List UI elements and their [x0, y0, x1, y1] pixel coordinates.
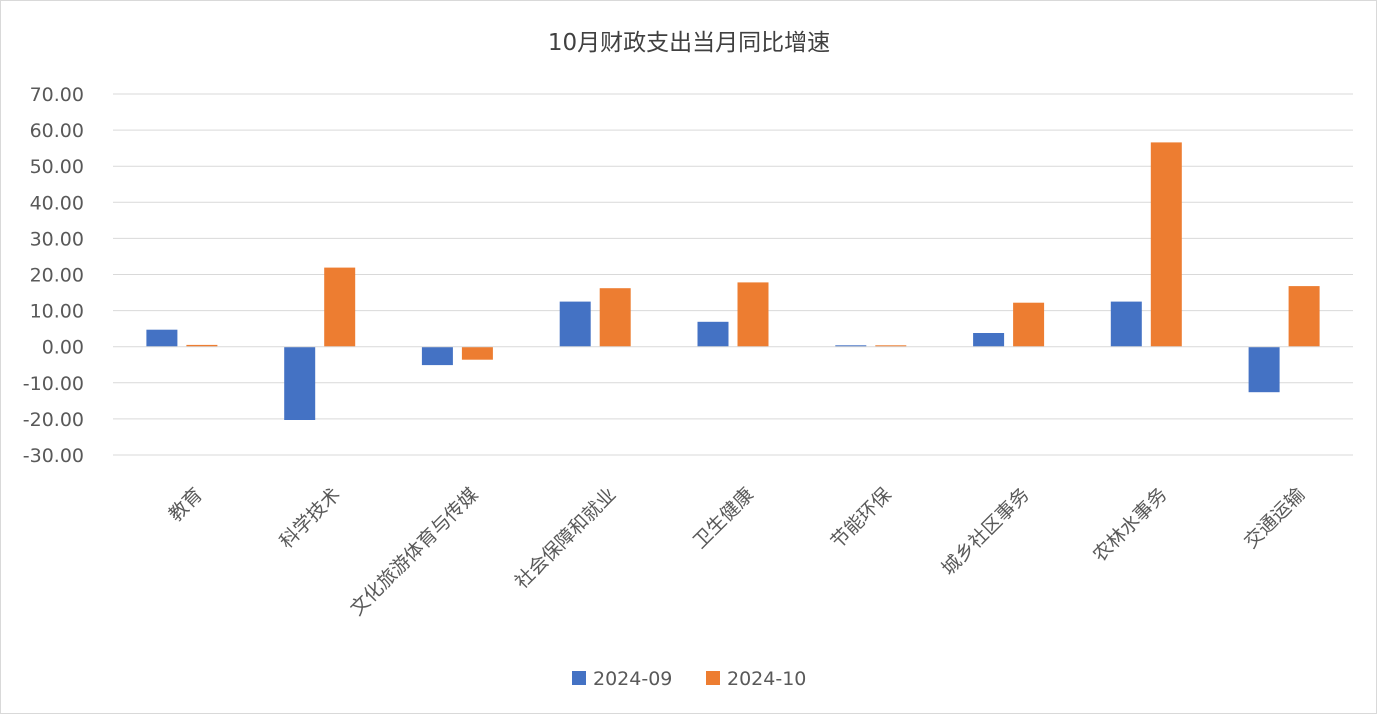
- y-tick-label: 60.00: [30, 120, 84, 142]
- bar-2024-10: [1288, 286, 1320, 347]
- bar-2024-10: [461, 346, 493, 360]
- bar-2024-09: [1248, 346, 1280, 393]
- bar-2024-09: [1110, 301, 1142, 347]
- legend-swatch: [706, 671, 720, 685]
- bar-2024-10: [1150, 142, 1182, 347]
- y-axis-ticks: 70.00 60.00 50.00 40.00 30.00 20.00 10.00 0.00 -…: [23, 84, 84, 467]
- y-tick-label: 70.00: [30, 84, 84, 106]
- y-tick-label: -30.00: [23, 445, 84, 467]
- x-tick-label: 卫生健康: [689, 484, 758, 553]
- x-tick-label: 节能环保: [827, 484, 896, 553]
- legend: 2024-09 2024-10: [572, 668, 806, 690]
- y-tick-label: -20.00: [23, 409, 84, 431]
- bar-2024-10: [875, 345, 907, 347]
- legend-label: 2024-09: [593, 668, 672, 690]
- y-tick-label: 0.00: [42, 337, 84, 359]
- bar-2024-09: [697, 321, 729, 347]
- bar-2024-10: [186, 344, 218, 347]
- bar-2024-10: [737, 282, 769, 347]
- x-tick-label: 科学技术: [276, 484, 345, 553]
- y-tick-label: 20.00: [30, 265, 84, 287]
- bar-2024-10: [1013, 302, 1045, 347]
- x-tick-label: 社会保障和就业: [511, 484, 621, 594]
- bar-2024-09: [146, 329, 178, 347]
- gridlines: [113, 93, 1353, 456]
- x-tick-label: 农林水事务: [1089, 484, 1172, 567]
- bar-2024-10: [324, 267, 356, 347]
- bar-2024-09: [559, 301, 591, 347]
- y-tick-label: 50.00: [30, 156, 84, 178]
- x-tick-label: 城乡社区事务: [938, 484, 1034, 580]
- y-tick-label: -10.00: [23, 373, 84, 395]
- bar-2024-09: [835, 345, 867, 347]
- y-tick-label: 40.00: [30, 192, 84, 214]
- bar-2024-09: [973, 333, 1005, 347]
- bar-2024-09: [421, 346, 453, 366]
- x-tick-label: 教育: [165, 484, 207, 526]
- x-axis-ticks: 教育 科学技术 文化旅游体育与传媒 社会保障和就业 卫生健康 节能环保 城乡社区事务 农林水事…: [165, 484, 1310, 620]
- x-tick-label: 交通运输: [1240, 484, 1309, 553]
- bar-2024-10: [599, 288, 631, 347]
- y-tick-label: 10.00: [30, 301, 84, 323]
- bars: [146, 142, 1320, 420]
- legend-label: 2024-10: [727, 668, 806, 690]
- y-tick-label: 30.00: [30, 228, 84, 250]
- bar-2024-09: [284, 346, 316, 420]
- legend-swatch: [572, 671, 586, 685]
- x-tick-label: 文化旅游体育与传媒: [346, 484, 482, 620]
- chart-title: 10月财政支出当月同比增速: [548, 30, 830, 56]
